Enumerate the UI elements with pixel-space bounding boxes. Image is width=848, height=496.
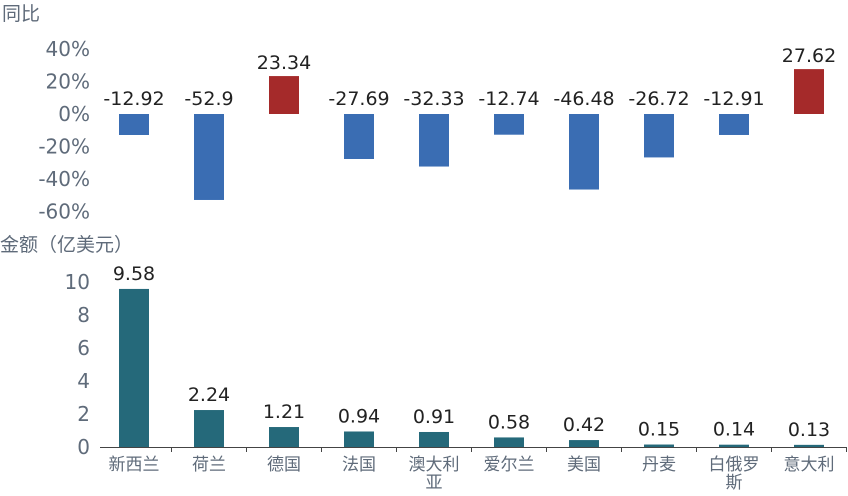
top-bar — [194, 114, 224, 200]
top-bar-value-label: -27.69 — [328, 88, 389, 110]
bottom-y-tick-label: 8 — [77, 303, 90, 327]
bottom-bar — [269, 427, 299, 447]
top-bar-value-label: -52.9 — [184, 88, 233, 110]
bottom-bar-value-label: 0.14 — [713, 419, 755, 441]
bottom-bar-value-label: 1.21 — [263, 401, 305, 423]
top-y-tick-label: 0% — [58, 102, 90, 126]
bottom-bar — [569, 440, 599, 447]
bottom-bar — [194, 410, 224, 447]
top-bar-value-label: -12.91 — [703, 88, 764, 110]
top-bar-value-label: 23.34 — [257, 52, 311, 74]
x-category-label: 白俄罗 — [709, 455, 760, 475]
top-bar — [569, 114, 599, 190]
bottom-y-tick-label: 0 — [77, 435, 90, 459]
top-bar-value-label: -46.48 — [553, 88, 614, 110]
top-bar — [494, 114, 524, 135]
bottom-y-tick-label: 2 — [77, 402, 90, 426]
bottom-bar — [794, 444, 824, 447]
top-y-tick-label: -20% — [38, 135, 90, 159]
top-y-axis-title: 同比 — [2, 3, 40, 25]
bottom-bar-value-label: 2.24 — [188, 384, 230, 406]
x-category-label: 亚 — [426, 473, 443, 492]
top-bar — [644, 114, 674, 158]
bottom-y-axis-title: 金额（亿美元） — [0, 234, 133, 256]
x-category-label: 德国 — [267, 455, 301, 475]
top-bar — [344, 114, 374, 159]
top-y-tick-label: 40% — [46, 37, 90, 61]
top-bar — [419, 114, 449, 167]
bottom-y-tick-label: 6 — [77, 336, 90, 360]
x-category-label: 法国 — [342, 455, 376, 475]
x-category-label: 荷兰 — [192, 455, 226, 475]
bottom-bar-value-label: 9.58 — [113, 263, 155, 285]
top-y-tick-label: -60% — [38, 200, 90, 224]
top-bar — [269, 76, 299, 114]
x-category-label: 丹麦 — [642, 455, 676, 475]
bottom-bar-value-label: 0.94 — [338, 405, 380, 427]
top-bar-value-label: -12.74 — [478, 88, 539, 110]
x-category-label: 美国 — [567, 455, 601, 475]
top-bar — [719, 114, 749, 135]
top-bar-value-label: -12.92 — [103, 88, 164, 110]
bottom-bar — [419, 431, 449, 447]
top-bar-value-label: -32.33 — [403, 88, 464, 110]
bottom-bar-value-label: 0.15 — [638, 419, 680, 441]
bottom-bar-value-label: 0.91 — [413, 406, 455, 428]
bottom-bar — [494, 437, 524, 447]
bottom-y-tick-label: 10 — [65, 270, 90, 294]
bottom-bar — [119, 288, 149, 447]
bottom-bar-value-label: 0.13 — [788, 419, 830, 441]
top-y-tick-label: 20% — [46, 70, 90, 94]
bottom-bar-value-label: 0.42 — [563, 414, 605, 436]
bottom-bar — [644, 444, 674, 447]
bottom-bar — [719, 444, 749, 447]
top-bar — [794, 69, 824, 114]
top-bar-value-label: -26.72 — [628, 88, 689, 110]
x-category-label: 斯 — [726, 473, 743, 492]
x-category-label: 爱尔兰 — [484, 455, 535, 475]
bottom-bar — [344, 431, 374, 447]
x-category-label: 新西兰 — [109, 455, 160, 475]
bottom-y-tick-label: 4 — [77, 369, 90, 393]
x-category-label: 澳大利 — [409, 455, 460, 475]
bottom-bar-value-label: 0.58 — [488, 411, 530, 433]
top-bar-value-label: 27.62 — [782, 45, 836, 67]
x-category-label: 意大利 — [784, 455, 835, 475]
top-bar — [119, 114, 149, 135]
top-y-tick-label: -40% — [38, 167, 90, 191]
